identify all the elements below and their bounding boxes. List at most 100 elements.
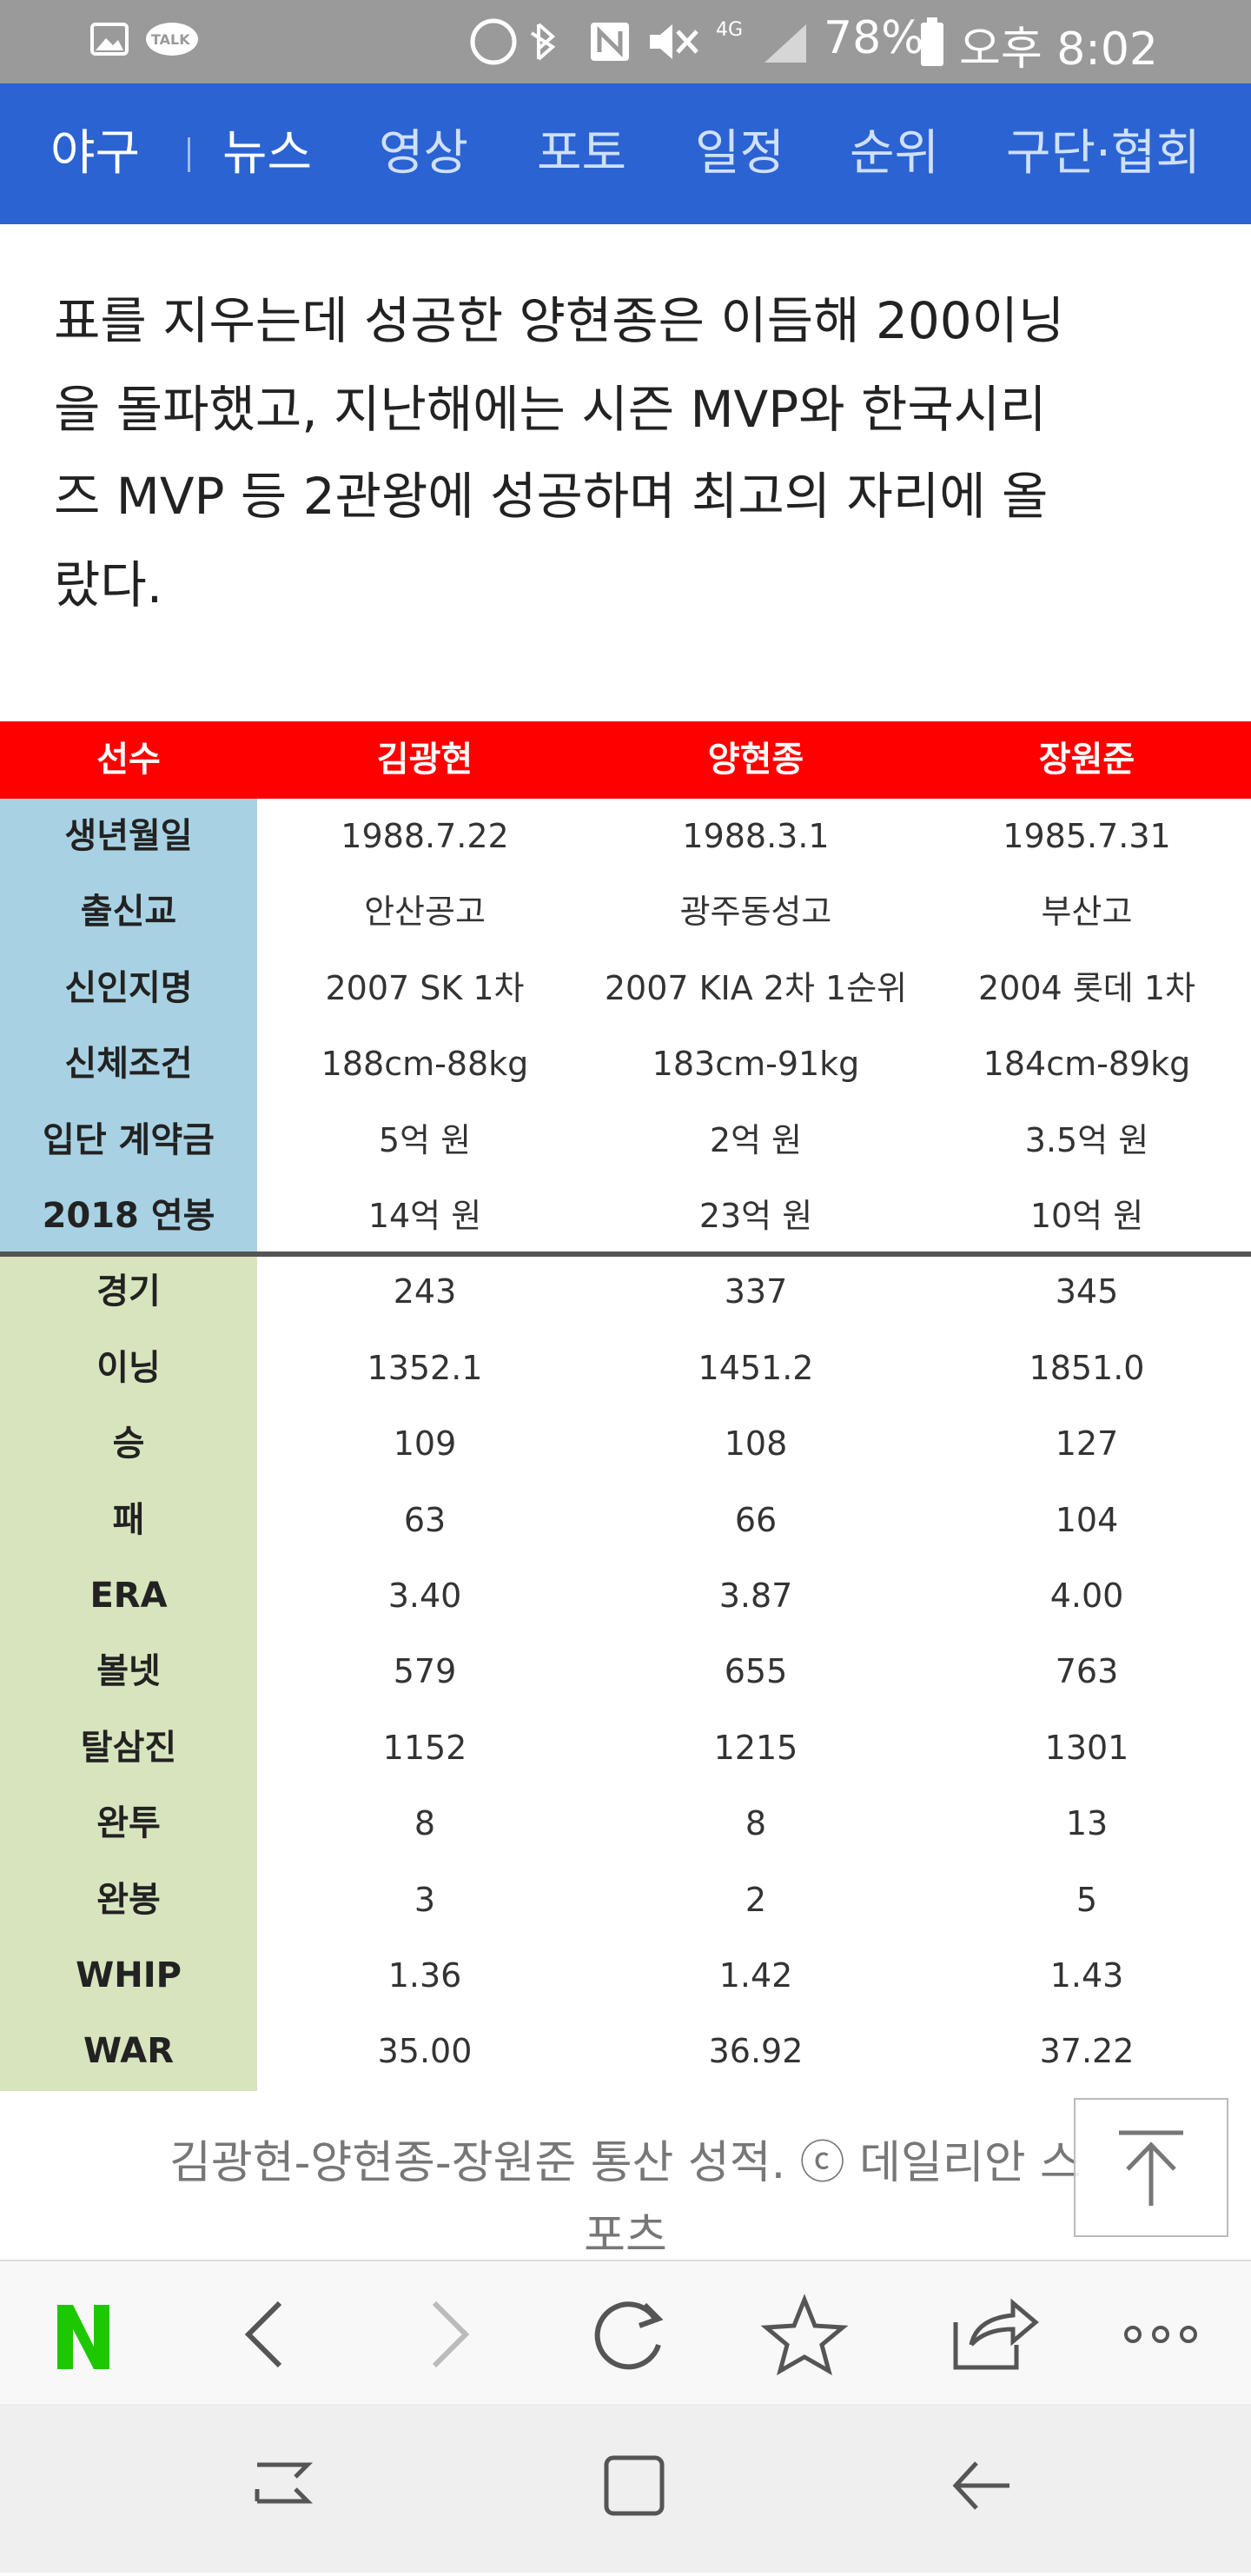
table-cell: 2007 KIA 2차 1순위 (604, 968, 908, 1007)
table-cell: 1.43 (1049, 1956, 1124, 1995)
row-label: 볼넷 (96, 1651, 161, 1692)
back-to-top-icon (1119, 2130, 1183, 2206)
table-cell: 8 (745, 1804, 767, 1843)
table-cell: 5 (1076, 1880, 1098, 1919)
system-nav-icons (255, 2455, 1009, 2516)
article-line: 표를 지우는데 성공한 양현종은 이듬해 200이닝 (54, 291, 1065, 350)
table-cell: 37.22 (1039, 2032, 1135, 2071)
row-label: 2018 연봉 (42, 1196, 215, 1236)
table-cell: 2억 원 (709, 1120, 803, 1159)
label-bg (0, 1406, 257, 1484)
table-cell: 3.5억 원 (1024, 1120, 1149, 1159)
label-bg (0, 1786, 257, 1863)
nav-tab[interactable]: 뉴스 (222, 125, 313, 182)
row-label: 입단 계약금 (43, 1119, 215, 1160)
table-cell: 2007 SK 1차 (325, 968, 525, 1007)
table-cell: 10억 원 (1029, 1197, 1144, 1235)
label-bg (0, 799, 257, 876)
table-cell: 부산고 (1041, 893, 1133, 932)
status-icons (90, 23, 198, 56)
table-cell: 1851.0 (1029, 1348, 1145, 1387)
label-bg (0, 1482, 257, 1559)
status-icons-right (470, 18, 698, 65)
nav-tab[interactable]: 영상 (379, 125, 469, 182)
article-line: 즈 MVP 등 2관왕에 성공하며 최고의 자리에 올 (54, 467, 1049, 526)
header-cell: 선수 (96, 740, 161, 780)
row-label: 신인지명 (64, 967, 193, 1008)
label-bg (0, 1254, 257, 1331)
table-cell: 66 (734, 1500, 778, 1539)
table-cell: 2004 롯데 1차 (978, 968, 1195, 1007)
table-cell: 1301 (1044, 1728, 1129, 1767)
nav-tab[interactable]: 구단·협회 (1006, 125, 1201, 182)
label-bg (0, 1938, 257, 2015)
header-cell: 양현종 (707, 740, 804, 780)
table-cell: 184cm-89kg (983, 1045, 1191, 1084)
table-cell: 2 (745, 1880, 767, 1919)
label-bg (0, 1634, 257, 1711)
table-cell: 188cm-88kg (321, 1045, 529, 1084)
row-label: ERA (89, 1576, 168, 1616)
table-cell: 5억 원 (378, 1120, 472, 1159)
table-cell: 8 (414, 1804, 436, 1843)
table-cell: 655 (724, 1652, 788, 1691)
caption-line: 포츠 (584, 2210, 667, 2262)
row-label: 패 (112, 1499, 145, 1540)
table-cell: 1352.1 (367, 1348, 483, 1387)
nav-tab[interactable]: 일정 (695, 125, 785, 182)
article-line: 을 돌파했고, 지난해에는 시즌 MVP와 한국시리 (54, 380, 1047, 439)
nav-tab[interactable]: 순위 (850, 125, 940, 182)
battery-label: 78% (824, 12, 924, 64)
table-cell: 3.40 (387, 1577, 462, 1615)
table-cell: 1988.3.1 (682, 817, 830, 855)
label-bg (0, 2014, 257, 2091)
table-cell: 36.92 (708, 2032, 804, 2071)
table-cell: 63 (403, 1500, 447, 1539)
table-cell: 1988.7.22 (341, 817, 509, 855)
table-cell: 14억 원 (367, 1197, 482, 1235)
label-bg (0, 950, 257, 1028)
row-label: 완봉 (96, 1879, 161, 1920)
table-cell: 3.87 (718, 1577, 793, 1615)
table-cell: 3 (414, 1880, 436, 1919)
table-cell: 108 (724, 1424, 788, 1464)
row-label: 생년월일 (64, 816, 193, 856)
caption-line: 김광현-양현종-장원준 통산 성적. ⓒ 데일리안 스 (169, 2137, 1082, 2189)
table-cell: 183cm-91kg (652, 1045, 860, 1084)
header-cell: 장원준 (1038, 740, 1135, 780)
system-nav (0, 2404, 1251, 2573)
label-bg (0, 1026, 257, 1104)
row-label: WAR (83, 2031, 175, 2072)
nav-tab[interactable]: 포토 (537, 125, 627, 182)
section-divider (0, 1251, 1251, 1258)
table-cell: 35.00 (377, 2032, 473, 2071)
label-bg (0, 1330, 257, 1408)
row-label: 경기 (96, 1271, 161, 1312)
signal (764, 24, 806, 63)
nav-divider (188, 137, 190, 172)
nav-tab[interactable]: 야구 (50, 125, 141, 182)
back-to-top[interactable] (1074, 2098, 1228, 2237)
label-bg (0, 1178, 257, 1256)
row-label: 출신교 (80, 892, 177, 933)
label-bg (0, 874, 257, 952)
row-label: 탈삼진 (80, 1727, 177, 1768)
table-cell: 345 (1055, 1272, 1119, 1311)
row-label: WHIP (76, 1955, 182, 1995)
table-cell: 127 (1055, 1424, 1119, 1464)
table-cell: 안산공고 (364, 893, 486, 932)
table-cell: 109 (393, 1424, 457, 1464)
table-cell: 4.00 (1049, 1577, 1124, 1615)
table-cell: 1.42 (718, 1956, 793, 1995)
article-line: 랐다. (54, 555, 163, 614)
table-cell: 579 (393, 1652, 457, 1691)
talk-label: TALK (151, 31, 190, 48)
table-cell: 1451.2 (698, 1348, 814, 1387)
table-cell: 104 (1055, 1500, 1119, 1539)
table-cell: 243 (393, 1272, 457, 1311)
row-label: 신체조건 (64, 1044, 193, 1085)
row-label: 승 (112, 1424, 145, 1464)
label-bg (0, 1710, 257, 1788)
table-cell: 13 (1065, 1804, 1109, 1843)
